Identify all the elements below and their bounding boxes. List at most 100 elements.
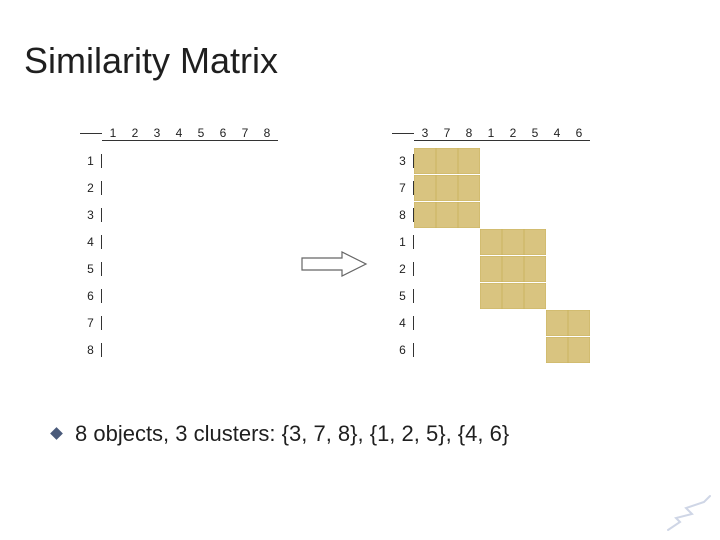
matrix-cell xyxy=(168,229,190,255)
matrix-cell xyxy=(480,283,502,309)
matrix-cell xyxy=(502,256,524,282)
col-header: 8 xyxy=(458,126,480,141)
matrix-cell xyxy=(102,202,124,228)
matrix-cell xyxy=(190,256,212,282)
matrix-cell xyxy=(458,256,480,282)
col-header: 3 xyxy=(414,126,436,141)
col-header: 6 xyxy=(568,126,590,141)
matrix-cell xyxy=(168,337,190,363)
matrix-cell xyxy=(436,148,458,174)
matrix-cell xyxy=(190,148,212,174)
matrix-cell xyxy=(524,229,546,255)
matrix-cell xyxy=(212,283,234,309)
matrix-cell xyxy=(124,202,146,228)
matrix-cell xyxy=(524,310,546,336)
matrix-cell xyxy=(502,202,524,228)
matrix-cell xyxy=(124,337,146,363)
matrix-cell xyxy=(546,283,568,309)
matrix-cell xyxy=(568,283,590,309)
matrix-cell xyxy=(436,229,458,255)
matrix-cell xyxy=(212,148,234,174)
col-header: 3 xyxy=(146,126,168,141)
row-header: 4 xyxy=(392,316,414,330)
footnote: 8 objects, 3 clusters: {3, 7, 8}, {1, 2,… xyxy=(52,420,509,448)
matrix-cell xyxy=(546,310,568,336)
matrix-cell xyxy=(458,229,480,255)
matrix-cell xyxy=(124,256,146,282)
matrix-cell xyxy=(414,175,436,201)
col-header: 6 xyxy=(212,126,234,141)
col-header: 1 xyxy=(102,126,124,141)
col-header: 2 xyxy=(502,126,524,141)
matrix-cell xyxy=(124,310,146,336)
matrix-cell xyxy=(190,175,212,201)
matrix-cell xyxy=(546,202,568,228)
matrix-cell xyxy=(458,175,480,201)
matrix-cell xyxy=(212,310,234,336)
matrix-cell xyxy=(124,175,146,201)
matrix-cell xyxy=(168,256,190,282)
matrix-cell xyxy=(234,256,256,282)
matrix-cell xyxy=(256,310,278,336)
matrix-cell xyxy=(524,337,546,363)
row-header: 7 xyxy=(392,181,414,195)
col-header: 5 xyxy=(190,126,212,141)
corner-flourish-icon xyxy=(664,492,712,534)
matrix-cell xyxy=(190,229,212,255)
col-header: 7 xyxy=(436,126,458,141)
row-header: 3 xyxy=(80,208,102,222)
matrix-cell xyxy=(568,202,590,228)
row-header: 5 xyxy=(392,289,414,303)
matrix-cell xyxy=(146,175,168,201)
matrix-cell xyxy=(502,283,524,309)
matrix-cell xyxy=(168,310,190,336)
matrix-cell xyxy=(256,337,278,363)
matrix-cell xyxy=(568,310,590,336)
matrix-cell xyxy=(102,148,124,174)
matrix-cell xyxy=(256,229,278,255)
matrix-cell xyxy=(146,229,168,255)
row-header: 6 xyxy=(80,289,102,303)
matrix-cell xyxy=(524,283,546,309)
matrix-cell xyxy=(436,175,458,201)
row-header: 7 xyxy=(80,316,102,330)
matrix-cell xyxy=(190,337,212,363)
matrix-cell xyxy=(212,202,234,228)
matrix-cell xyxy=(480,148,502,174)
matrix-cell xyxy=(234,175,256,201)
col-header: 1 xyxy=(480,126,502,141)
matrix-cell xyxy=(458,310,480,336)
matrix-cell xyxy=(168,148,190,174)
matrix-corner xyxy=(392,133,414,134)
matrix-cell xyxy=(524,202,546,228)
matrix-cell xyxy=(414,310,436,336)
matrix-cell xyxy=(436,310,458,336)
matrix-cell xyxy=(124,229,146,255)
matrix-cell xyxy=(256,202,278,228)
slide: Similarity Matrix 1234567812345678 37812… xyxy=(0,0,720,540)
matrix-cell xyxy=(480,202,502,228)
matrix-cell xyxy=(458,202,480,228)
matrix-cell xyxy=(146,256,168,282)
matrix-cell xyxy=(234,310,256,336)
matrix-cell xyxy=(102,310,124,336)
matrix-cell xyxy=(524,148,546,174)
matrix-cell xyxy=(102,256,124,282)
matrix-cell xyxy=(234,148,256,174)
matrix-cell xyxy=(102,283,124,309)
matrix-cell xyxy=(568,175,590,201)
row-header: 8 xyxy=(80,343,102,357)
col-header: 2 xyxy=(124,126,146,141)
matrix-cell xyxy=(102,337,124,363)
matrix-cell xyxy=(146,310,168,336)
matrix-cell xyxy=(190,283,212,309)
matrix-cell xyxy=(524,175,546,201)
matrix-cell xyxy=(436,202,458,228)
left-matrix: 1234567812345678 xyxy=(80,120,278,363)
row-header: 1 xyxy=(80,154,102,168)
col-header: 4 xyxy=(168,126,190,141)
matrix-cell xyxy=(480,229,502,255)
matrix-cell xyxy=(458,283,480,309)
footnote-text: 8 objects, 3 clusters: {3, 7, 8}, {1, 2,… xyxy=(75,420,509,448)
matrix-cell xyxy=(414,202,436,228)
